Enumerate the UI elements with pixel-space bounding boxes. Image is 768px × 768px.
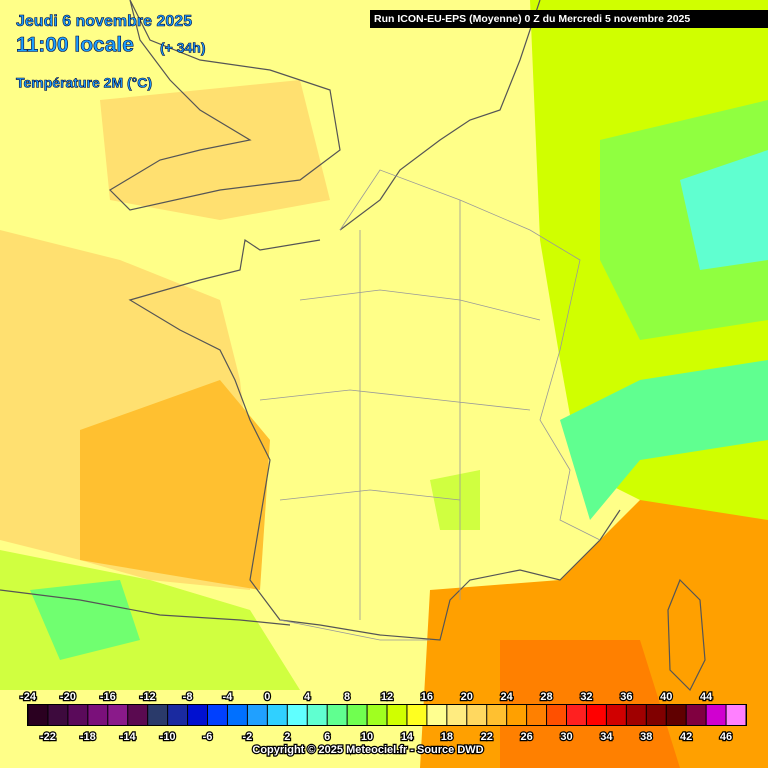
legend-label: 26 — [520, 731, 532, 743]
legend: -24-22-20-18-16-14-12-10-8-6-4-202468101… — [19, 690, 747, 744]
legend-swatch — [507, 705, 527, 725]
legend-swatch — [267, 705, 287, 725]
legend-swatch — [287, 705, 307, 725]
alps-cool — [560, 360, 768, 520]
legend-label: 22 — [481, 731, 493, 743]
biscay-zone — [80, 380, 270, 590]
coastline-uk — [109, 0, 341, 211]
border-france-east — [339, 169, 601, 541]
legend-label: -22 — [40, 731, 56, 743]
date: Jeudi 6 novembre 2025 — [16, 13, 192, 30]
legend-label: 12 — [381, 691, 393, 703]
legend-label: 34 — [600, 731, 613, 743]
legend-swatch — [567, 705, 586, 725]
legend-swatch — [606, 705, 626, 725]
legend-swatch — [48, 705, 68, 725]
legend-label: 2 — [284, 731, 290, 743]
legend-label: -10 — [160, 731, 176, 743]
border-pyrenees — [279, 619, 430, 641]
legend-label: -18 — [80, 731, 96, 743]
legend-swatch — [168, 705, 188, 725]
legend-swatch — [68, 705, 88, 725]
legend-swatch — [347, 705, 367, 725]
legend-swatch — [188, 705, 207, 725]
channel-zone — [100, 80, 330, 220]
legend-label: -12 — [140, 691, 156, 703]
legend-label: -4 — [223, 691, 234, 703]
legend-swatch — [467, 705, 487, 725]
legend-swatch — [706, 705, 726, 725]
legend-label: -8 — [183, 691, 193, 703]
legend-swatch — [726, 705, 746, 725]
legend-label: 24 — [501, 691, 514, 703]
run-box — [370, 10, 768, 28]
germany-cool — [600, 100, 768, 340]
legend-swatch — [367, 705, 387, 725]
iberia-cool — [30, 580, 140, 660]
legend-label: 36 — [620, 691, 632, 703]
legend-label: 20 — [461, 691, 473, 703]
legend-label: 6 — [324, 731, 330, 743]
legend-swatch — [646, 705, 666, 725]
legend-label: 46 — [720, 731, 732, 743]
legend-swatch — [626, 705, 646, 725]
legend-swatch — [427, 705, 447, 725]
coastline-north — [339, 0, 541, 231]
legend-label: 32 — [580, 691, 592, 703]
legend-label: 40 — [660, 691, 672, 703]
legend-swatch — [247, 705, 267, 725]
coastline-corsica — [667, 578, 706, 692]
legend-swatch — [148, 705, 168, 725]
region-borders — [259, 200, 541, 620]
legend-label: -14 — [120, 731, 137, 743]
legend-label: 16 — [421, 691, 433, 703]
copyright: Copyright © 2025 Meteociel.fr - Source D… — [252, 744, 483, 756]
parameter: Température 2M (°C) — [16, 75, 152, 91]
lead-time: (+ 34h) — [160, 40, 206, 56]
legend-swatch — [586, 705, 606, 725]
legend-label: 4 — [304, 691, 311, 703]
legend-swatch — [527, 705, 547, 725]
legend-swatch — [387, 705, 407, 725]
legend-label: 14 — [401, 731, 414, 743]
legend-label: -2 — [242, 731, 252, 743]
legend-label: 18 — [441, 731, 453, 743]
legend-swatch — [666, 705, 686, 725]
legend-label: -16 — [100, 691, 116, 703]
run-info: Run ICON-EU-EPS (Moyenne) 0 Z du Mercred… — [374, 13, 690, 25]
legend-label: 8 — [344, 691, 350, 703]
legend-swatch — [547, 705, 566, 725]
legend-label: 44 — [700, 691, 713, 703]
legend-label: -20 — [60, 691, 76, 703]
legend-label: -6 — [203, 731, 213, 743]
legend-label: 0 — [264, 691, 270, 703]
legend-label: 42 — [680, 731, 692, 743]
legend-swatch — [407, 705, 427, 725]
legend-label: 10 — [361, 731, 373, 743]
time: 11:00 locale — [16, 34, 134, 57]
coastline-spain — [0, 589, 291, 626]
legend-label: 30 — [560, 731, 572, 743]
legend-swatch — [28, 705, 48, 725]
legend-swatch — [208, 705, 227, 725]
coastline-france — [128, 238, 621, 641]
legend-swatch — [307, 705, 327, 725]
massif-cool — [430, 470, 480, 530]
east-cold — [680, 150, 768, 270]
legend-swatch — [487, 705, 507, 725]
legend-swatch — [327, 705, 347, 725]
legend-swatch — [447, 705, 467, 725]
legend-swatch — [128, 705, 148, 725]
legend-swatch — [686, 705, 706, 725]
legend-swatch — [227, 705, 247, 725]
legend-swatch — [88, 705, 108, 725]
legend-label: 28 — [540, 691, 552, 703]
legend-swatch — [108, 705, 128, 725]
legend-label: -24 — [20, 691, 37, 703]
legend-label: 38 — [640, 731, 652, 743]
